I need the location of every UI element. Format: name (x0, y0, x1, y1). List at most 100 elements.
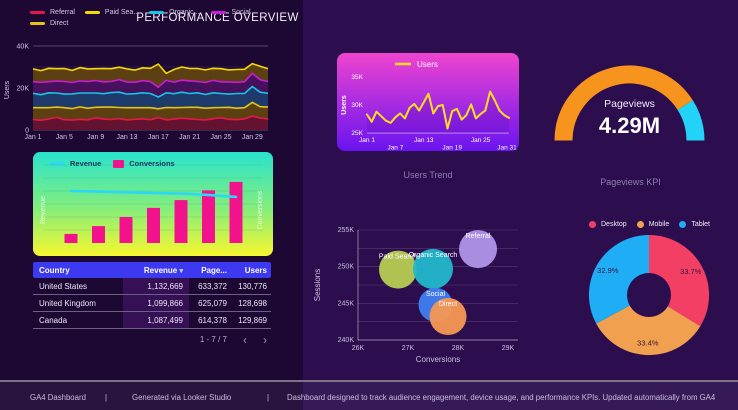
legend-item: Desktop (589, 221, 627, 228)
table-cell: 614,378 (198, 315, 227, 325)
svg-text:32.9%: 32.9% (597, 266, 619, 275)
legend-label: Direct (50, 20, 69, 27)
column-header-revenue[interactable]: Revenue ▾ (143, 265, 183, 275)
legend-label: Revenue (70, 159, 102, 168)
svg-text:Jan 7: Jan 7 (387, 145, 403, 152)
svg-text:Jan 21: Jan 21 (179, 134, 200, 141)
svg-text:4.29M: 4.29M (599, 113, 660, 138)
svg-text:Users: Users (417, 60, 438, 69)
legend-item: Organic ... (149, 9, 201, 16)
svg-text:Users: Users (4, 80, 11, 99)
column-header-users[interactable]: Users (244, 265, 267, 275)
table-cell: Canada (39, 315, 68, 325)
table-cell: 625,079 (198, 298, 227, 308)
legend-label: Social (231, 9, 251, 16)
legend-item: Social (211, 9, 251, 16)
svg-text:Jan 25: Jan 25 (471, 137, 491, 144)
legend-swatch (84, 11, 100, 14)
svg-text:Referral: Referral (466, 233, 491, 240)
svg-text:Jan 13: Jan 13 (414, 137, 434, 144)
device-donut-chart[interactable]: 33.7% 33.4% 32.9% (556, 232, 738, 364)
svg-text:Social: Social (426, 291, 446, 298)
legend-item: Referral (30, 9, 75, 16)
column-header-country[interactable]: Country (39, 265, 70, 275)
svg-text:255K: 255K (338, 227, 355, 234)
table-cell: 130,776 (238, 281, 267, 291)
legend-item: Tablet (679, 221, 710, 228)
svg-text:Jan 31: Jan 31 (497, 145, 517, 152)
combo-chart-plot: Revenue Conversions (33, 152, 273, 256)
legend-label: Conversions (129, 159, 175, 168)
svg-text:Jan 19: Jan 19 (442, 145, 462, 152)
legend-swatch (30, 11, 45, 14)
sort-desc-icon: ▾ (179, 267, 183, 275)
svg-text:27K: 27K (402, 345, 415, 352)
table-row[interactable]: United States 1,132,669 633,372 130,776 (33, 278, 271, 295)
column-header-pageviews[interactable]: Page... (201, 265, 227, 275)
sessions-conversions-bubble-chart[interactable]: Paid Search Organic Search Referral Social D… (313, 196, 533, 366)
users-trend-caption: Users Trend (403, 170, 453, 180)
svg-text:Jan 29: Jan 29 (242, 134, 263, 141)
combo-chart-legend: Revenue Conversions (50, 159, 175, 168)
svg-text:Jan 1: Jan 1 (359, 137, 375, 144)
footer: GA4 Dashboard | Generated via Looker Stu… (0, 380, 738, 410)
footer-separator: | (267, 393, 270, 402)
traffic-chart-legend: Referral Paid Sea... Organic ... Social Dire… (30, 9, 267, 27)
svg-text:Paid Search: Paid Search (379, 254, 417, 261)
device-donut-legend: Desktop Mobile Tablet (558, 221, 738, 228)
svg-text:28K: 28K (452, 345, 465, 352)
svg-text:Jan 13: Jan 13 (116, 134, 137, 141)
table-cell: 1,099,866 (123, 295, 189, 311)
table-pagination: 1 - 7 / 7 ‹ › (33, 332, 271, 347)
legend-item: Revenue (50, 159, 101, 168)
table-row[interactable]: Canada 1,087,499 614,378 129,869 (33, 312, 271, 329)
pageviews-gauge[interactable]: Pageviews 4.29M (543, 55, 718, 150)
pagination-next-icon[interactable]: › (263, 332, 267, 347)
legend-swatch (149, 11, 165, 14)
table-row[interactable]: United Kingdom 1,099,866 625,079 128,698 (33, 295, 271, 312)
page-title: PERFORMANCE OVERVIEW (136, 12, 299, 24)
svg-text:33.4%: 33.4% (637, 339, 659, 348)
svg-text:Sessions: Sessions (313, 269, 322, 301)
svg-text:245K: 245K (338, 300, 355, 307)
legend-label: Tablet (691, 221, 710, 228)
legend-label: Organic ... (169, 9, 202, 16)
svg-text:0: 0 (25, 128, 29, 135)
footer-description: Dashboard designed to track audience eng… (287, 393, 716, 402)
legend-label: Referral (50, 9, 75, 16)
revenue-conversions-chart[interactable]: Revenue Conversions Revenue Conversions (33, 152, 273, 256)
svg-text:Jan 5: Jan 5 (56, 134, 73, 141)
table-cell: United States (39, 281, 88, 291)
pageviews-kpi-caption: Pageviews KPI (600, 177, 661, 187)
svg-text:Organic Search: Organic Search (409, 252, 458, 259)
svg-text:33.7%: 33.7% (680, 267, 702, 276)
svg-text:35K: 35K (351, 74, 363, 81)
legend-item: Paid Sea... (84, 9, 140, 16)
table-cell: 1,132,669 (123, 278, 189, 294)
legend-item: Mobile (636, 221, 669, 228)
svg-text:40K: 40K (17, 44, 30, 51)
svg-text:Jan 17: Jan 17 (148, 134, 169, 141)
users-trend-chart[interactable]: Users 35K 30K 25K Jan 1 Jan 13 Jan 25 Jan 7 Jan … (337, 53, 519, 151)
legend-swatch (636, 221, 644, 228)
svg-text:26K: 26K (352, 345, 365, 352)
pagination-prev-icon[interactable]: ‹ (243, 332, 247, 347)
svg-text:Jan 25: Jan 25 (210, 134, 231, 141)
traffic-area-chart[interactable]: 40K 20K 0 Jan 1 Jan 5 Jan 9 Jan 13 Jan 17 Jan 21… (0, 40, 275, 145)
svg-text:20K: 20K (17, 86, 30, 93)
table-header[interactable]: Country Revenue ▾ Page... Users (33, 262, 271, 278)
svg-text:30K: 30K (351, 102, 363, 109)
legend-item: Conversions (113, 159, 175, 168)
table-cell: 129,869 (238, 315, 267, 325)
footer-source: Generated via Looker Studio (132, 393, 232, 402)
svg-text:Conversions: Conversions (257, 190, 264, 229)
users-trend-plot: Users 35K 30K 25K Jan 1 Jan 13 Jan 25 Jan 7 Jan … (337, 53, 519, 151)
legend-swatch (589, 221, 596, 228)
svg-text:25K: 25K (351, 130, 363, 137)
legend-swatch (211, 11, 227, 14)
legend-label: Desktop (601, 221, 627, 228)
table-cell: 1,087,499 (123, 312, 189, 328)
legend-item: Direct (30, 20, 68, 27)
legend-label: Paid Sea... (104, 9, 140, 16)
country-table: Country Revenue ▾ Page... Users United S… (33, 262, 271, 347)
